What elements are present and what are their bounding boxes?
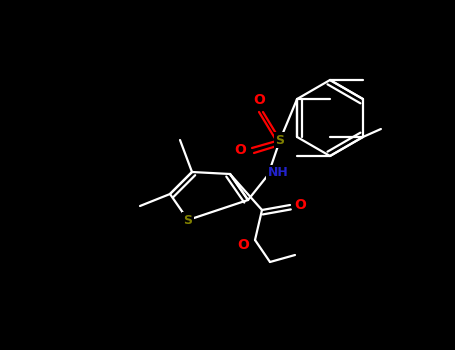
Text: O: O bbox=[237, 238, 249, 252]
Text: O: O bbox=[253, 93, 265, 107]
Text: S: S bbox=[183, 214, 192, 226]
Text: NH: NH bbox=[268, 167, 288, 180]
Text: S: S bbox=[275, 133, 284, 147]
Text: O: O bbox=[294, 198, 306, 212]
Text: O: O bbox=[234, 143, 246, 157]
